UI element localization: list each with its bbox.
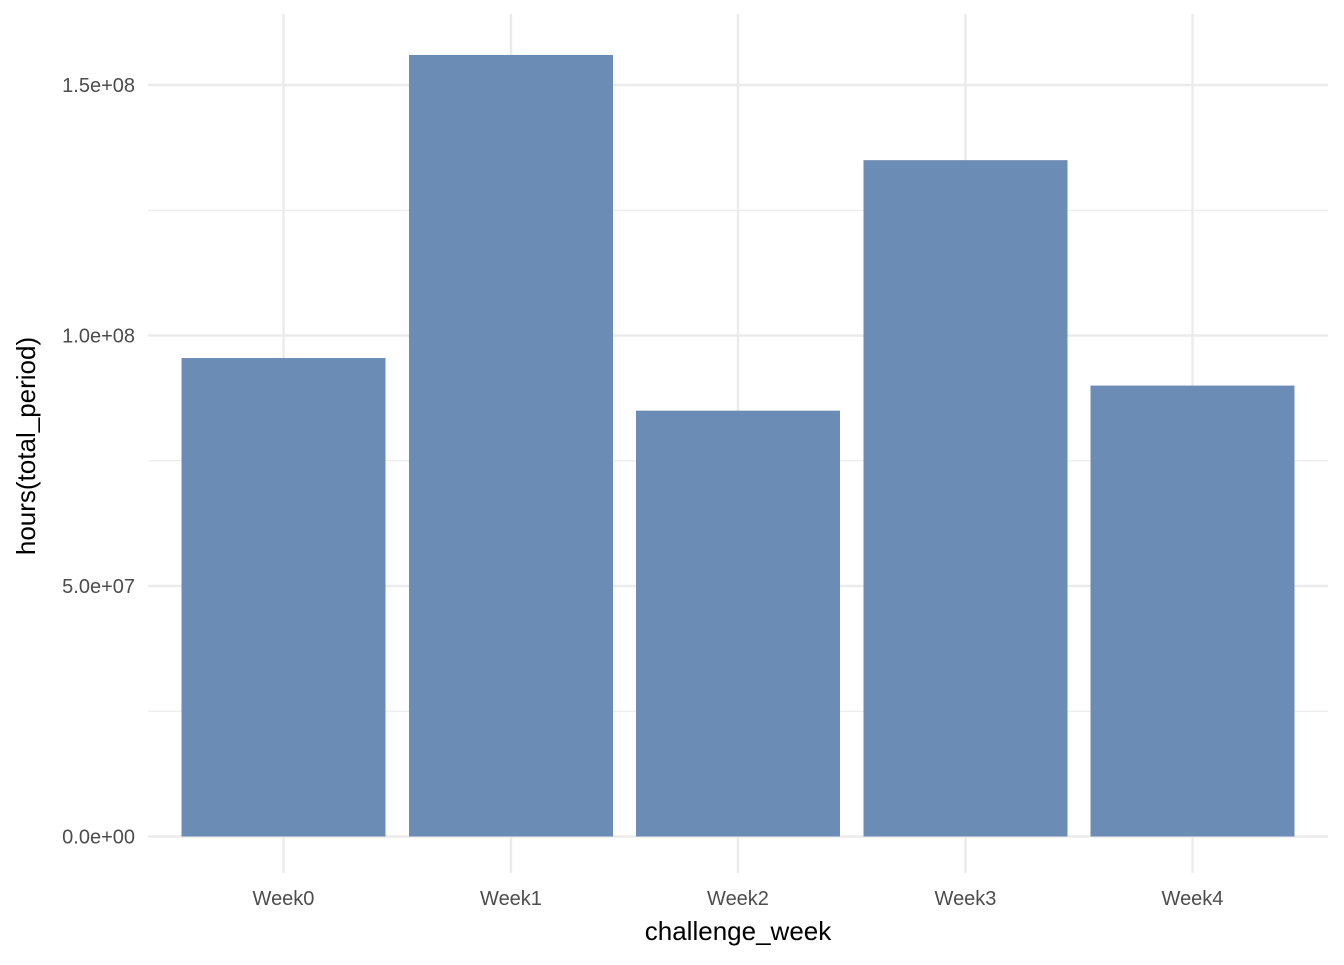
x-tick-label: Week4 (1162, 888, 1224, 910)
y-tick-label: 0.0e+00 (62, 827, 135, 849)
bar-week1 (409, 54, 613, 837)
x-axis-title: challenge_week (645, 916, 832, 946)
y-axis-title: hours(total_period) (11, 337, 41, 555)
bar-week2 (636, 410, 840, 837)
y-tick-label: 1.5e+08 (62, 75, 135, 97)
x-axis-ticks: Week0 Week1 Week2 Week3 Week4 (253, 888, 1224, 910)
bar-week3 (863, 160, 1068, 837)
x-tick-label: Week0 (253, 888, 315, 910)
x-tick-label: Week2 (707, 888, 769, 910)
y-tick-label: 5.0e+07 (62, 576, 135, 598)
bar-week0 (181, 358, 386, 837)
bar-week4 (1090, 385, 1295, 837)
y-tick-label: 1.0e+08 (62, 326, 135, 348)
x-tick-label: Week1 (480, 888, 542, 910)
x-tick-label: Week3 (935, 888, 997, 910)
y-axis-ticks: 0.0e+00 5.0e+07 1.0e+08 1.5e+08 (62, 75, 135, 849)
bars (181, 54, 1295, 837)
